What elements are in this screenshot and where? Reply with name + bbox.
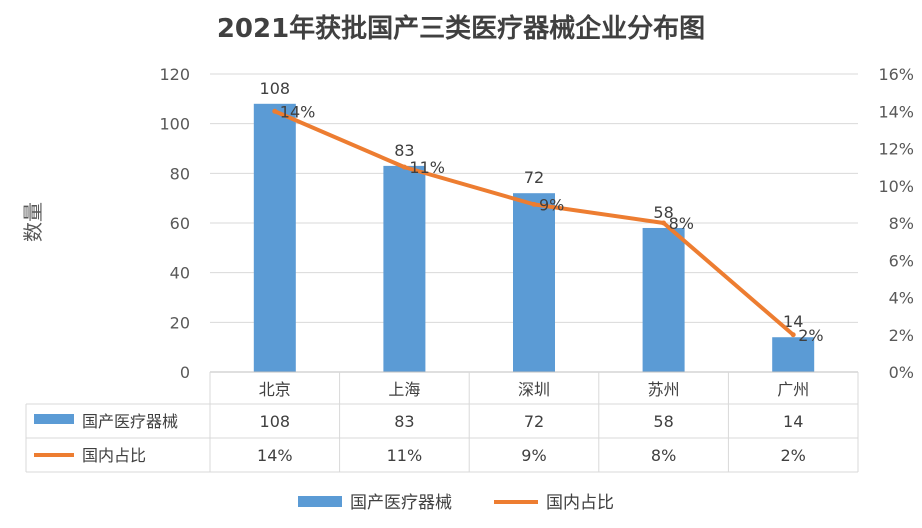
line-data-label: 11% [409,158,445,177]
y2-tick-label: 10% [878,177,914,196]
line-point [401,164,407,170]
y2-tick-label: 8% [889,214,914,233]
bar-series: 108 83 72 58 14 [253,79,815,373]
table-cell: 2% [781,446,806,465]
y2-axis-ticks: 0% 2% 4% 6% 8% 10% 12% 14% 16% [878,65,914,382]
line-point [661,220,667,226]
legend-label: 国产医疗器械 [350,493,452,513]
table-cell: 72 [524,412,544,431]
bar-data-label: 108 [260,79,291,98]
bar-data-label: 72 [524,168,544,187]
table-cell: 58 [653,412,673,431]
x-tick-label: 苏州 [648,380,680,399]
line-series: 14% 11% 9% 8% 2% [272,102,824,345]
table-cell: 14 [783,412,803,431]
y2-tick-label: 4% [889,289,914,308]
line-data-label: 2% [798,326,823,345]
x-tick-label: 北京 [259,380,291,399]
table-cell: 11% [387,446,423,465]
table-cell: 8% [651,446,676,465]
x-tick-label: 广州 [777,380,809,399]
table-key-bar [34,414,74,424]
y-axis-label: 数量 [21,202,45,242]
bar [513,193,555,372]
bar-data-label: 83 [394,141,414,160]
x-tick-label: 上海 [388,380,420,399]
y2-tick-label: 14% [878,102,914,121]
y-axis-ticks: 0 20 40 60 80 100 120 [159,65,190,382]
y2-tick-label: 16% [878,65,914,84]
y-tick-label: 120 [159,65,190,84]
y-tick-label: 20 [170,313,190,332]
table-cell: 108 [260,412,291,431]
y2-tick-label: 12% [878,140,914,159]
bar [253,103,296,373]
line-point [790,332,796,338]
y-tick-label: 100 [159,115,190,134]
y2-tick-label: 0% [889,363,914,382]
table-row-label: 国产医疗器械 [82,412,178,431]
y-tick-label: 80 [170,164,190,183]
y2-tick-label: 2% [889,326,914,345]
line-point [531,201,537,207]
legend: 国产医疗器械 国内占比 [298,493,614,513]
bar [772,337,815,372]
y-tick-label: 40 [170,264,190,283]
legend-label: 国内占比 [546,493,614,513]
table-cell: 14% [257,446,293,465]
line-data-label: 9% [539,195,564,214]
bar-data-label: 58 [653,203,673,222]
table-cell: 83 [394,412,414,431]
table-cell: 9% [521,446,546,465]
y-tick-label: 0 [180,363,190,382]
chart-title: 2021年获批国产三类医疗器械企业分布图 [217,13,705,44]
x-tick-label: 深圳 [518,380,550,399]
bar [383,165,426,372]
y-tick-label: 60 [170,214,190,233]
bar-data-label: 14 [783,312,803,331]
bar [642,227,685,372]
line-data-label: 8% [669,214,694,233]
y2-tick-label: 6% [889,251,914,270]
line-point [272,108,278,114]
table-row-label: 国内占比 [82,446,146,465]
line-data-label: 14% [280,102,316,121]
legend-swatch-bar [298,496,342,507]
